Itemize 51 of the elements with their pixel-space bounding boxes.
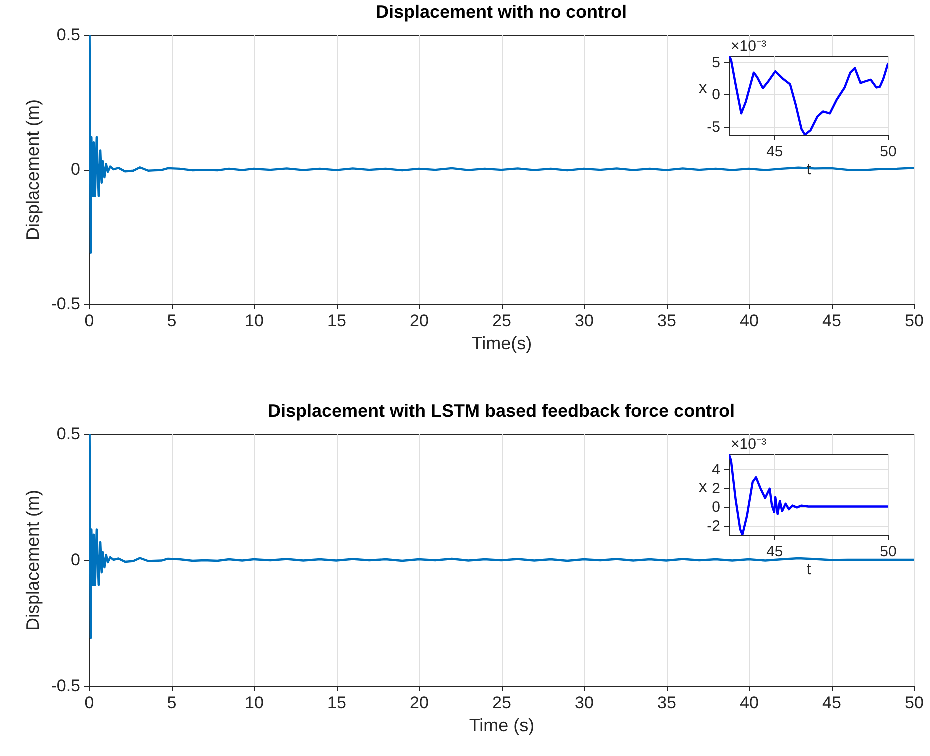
y-axis-title: x	[699, 80, 708, 97]
x-tick-label: 45	[822, 694, 842, 712]
x-tick-label: 15	[328, 312, 346, 330]
x-tick-label: 35	[658, 694, 676, 712]
annotation: ×10⁻³	[731, 38, 766, 55]
x-tick-label: 30	[575, 312, 594, 330]
y-tick-label: -0.5	[51, 294, 80, 314]
x-tick-label: 45	[766, 544, 784, 560]
y-axis-title: Displacement (m)	[23, 490, 44, 632]
x-tick-label: 50	[880, 144, 897, 160]
chart-title: Displacement with LSTM based feedback force control	[268, 401, 736, 421]
y-tick-label: 0	[712, 499, 720, 516]
x-tick-label: 35	[658, 312, 676, 330]
line-series	[89, 35, 914, 254]
y-tick-label: 5	[712, 54, 720, 72]
y-tick-label: 0	[71, 160, 80, 179]
x-tick-label: 45	[822, 312, 842, 330]
x-tick-label: 20	[410, 694, 429, 712]
x-tick-label: 25	[492, 312, 512, 330]
x-tick-label: 25	[492, 694, 512, 712]
y-tick-label: 0.5	[56, 424, 80, 444]
x-tick-label: 10	[245, 694, 264, 712]
x-tick-label: 50	[880, 544, 897, 560]
x-tick-label: 40	[740, 312, 759, 330]
y-tick-label: 4	[712, 462, 720, 479]
y-tick-label: -5	[707, 119, 720, 136]
x-tick-label: 30	[575, 694, 594, 712]
x-tick-label: 5	[167, 694, 177, 712]
x-tick-label: 5	[167, 312, 177, 330]
y-tick-label: 0.5	[56, 26, 80, 44]
x-tick-label: 0	[84, 694, 94, 712]
annotation: ×10⁻³	[731, 436, 766, 453]
y-axis-title: x	[699, 479, 708, 496]
y-tick-label: 2	[712, 480, 720, 498]
y-axis-title: Displacement (m)	[23, 99, 44, 241]
line-series	[89, 434, 914, 640]
y-tick-label: -0.5	[51, 676, 80, 696]
y-tick-label: 0	[712, 86, 720, 104]
x-axis-title: t	[806, 562, 812, 578]
x-tick-label: 50	[905, 694, 924, 712]
x-tick-label: 15	[328, 694, 346, 712]
x-axis-title: Time(s)	[472, 334, 532, 354]
x-axis-title: Time (s)	[469, 716, 535, 736]
x-tick-label: 40	[740, 694, 759, 712]
x-tick-label: 0	[84, 312, 94, 330]
y-tick-label: -2	[707, 518, 720, 536]
x-tick-label: 20	[410, 312, 429, 330]
x-tick-label: 10	[245, 312, 264, 330]
chart-title: Displacement with no control	[376, 2, 628, 22]
x-tick-label: 50	[905, 312, 924, 330]
x-tick-label: 45	[766, 144, 784, 160]
